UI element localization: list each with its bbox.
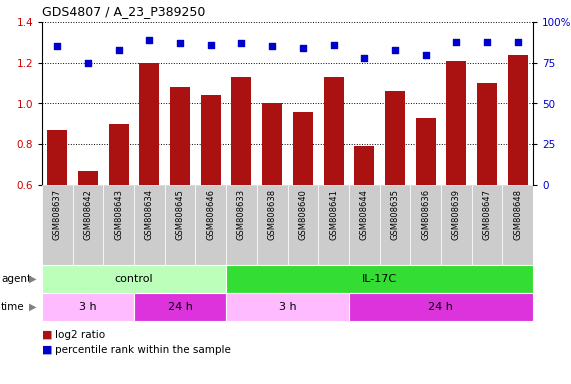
Bar	[318, 185, 349, 265]
Text: GDS4807 / A_23_P389250: GDS4807 / A_23_P389250	[42, 5, 206, 18]
Bar	[231, 77, 251, 185]
Text: GSM808640: GSM808640	[298, 189, 307, 240]
Point	[391, 46, 400, 53]
Text: GSM808634: GSM808634	[145, 189, 154, 240]
Bar	[502, 185, 533, 265]
Point	[53, 43, 62, 50]
Text: GSM808646: GSM808646	[206, 189, 215, 240]
Bar	[103, 185, 134, 265]
Bar	[324, 77, 344, 185]
Bar	[78, 171, 98, 185]
Bar	[42, 185, 73, 265]
Text: ▶: ▶	[29, 302, 37, 312]
Text: GSM808639: GSM808639	[452, 189, 461, 240]
Text: 3 h: 3 h	[279, 302, 296, 312]
Point	[83, 60, 93, 66]
Text: GSM808645: GSM808645	[176, 189, 184, 240]
Bar	[380, 185, 410, 265]
Text: ▶: ▶	[29, 274, 37, 284]
Bar	[108, 124, 128, 185]
Text: GSM808647: GSM808647	[482, 189, 492, 240]
Bar	[410, 185, 441, 265]
Point	[452, 38, 461, 45]
Bar	[472, 185, 502, 265]
Text: GSM808644: GSM808644	[360, 189, 369, 240]
Bar	[139, 63, 159, 185]
Bar	[262, 104, 282, 185]
Point	[298, 45, 307, 51]
Text: GSM808642: GSM808642	[83, 189, 93, 240]
Text: GSM808636: GSM808636	[421, 189, 430, 240]
Point	[329, 42, 338, 48]
Text: 24 h: 24 h	[428, 302, 453, 312]
Text: GSM808648: GSM808648	[513, 189, 522, 240]
Text: GSM808638: GSM808638	[268, 189, 277, 240]
Bar	[226, 185, 257, 265]
Bar	[134, 185, 165, 265]
Text: agent: agent	[1, 274, 31, 284]
Bar	[257, 185, 288, 265]
Text: GSM808637: GSM808637	[53, 189, 62, 240]
Point	[482, 38, 492, 45]
Text: percentile rank within the sample: percentile rank within the sample	[55, 345, 231, 355]
Text: time: time	[1, 302, 25, 312]
Point	[360, 55, 369, 61]
Text: 3 h: 3 h	[79, 302, 97, 312]
Point	[175, 40, 184, 46]
Text: GSM808633: GSM808633	[237, 189, 246, 240]
Text: 24 h: 24 h	[168, 302, 192, 312]
Text: ■: ■	[42, 345, 53, 355]
Bar	[447, 61, 467, 185]
Bar	[349, 185, 380, 265]
Bar	[441, 185, 472, 265]
Bar	[195, 185, 226, 265]
Bar	[416, 118, 436, 185]
Text: control: control	[115, 274, 154, 284]
Text: ■: ■	[42, 330, 53, 340]
Bar	[477, 83, 497, 185]
Point	[206, 42, 215, 48]
Bar	[201, 95, 221, 185]
Point	[145, 37, 154, 43]
Bar	[170, 87, 190, 185]
Point	[513, 38, 522, 45]
Bar	[165, 185, 195, 265]
Bar	[73, 185, 103, 265]
Bar	[385, 91, 405, 185]
Bar	[288, 185, 318, 265]
Text: GSM808643: GSM808643	[114, 189, 123, 240]
Point	[421, 51, 430, 58]
Bar	[354, 146, 374, 185]
Text: GSM808641: GSM808641	[329, 189, 338, 240]
Text: IL-17C: IL-17C	[362, 274, 397, 284]
Text: GSM808635: GSM808635	[391, 189, 399, 240]
Bar	[293, 112, 313, 185]
Point	[237, 40, 246, 46]
Bar	[47, 130, 67, 185]
Bar	[508, 55, 528, 185]
Point	[114, 46, 123, 53]
Point	[268, 43, 277, 50]
Text: log2 ratio: log2 ratio	[55, 330, 104, 340]
